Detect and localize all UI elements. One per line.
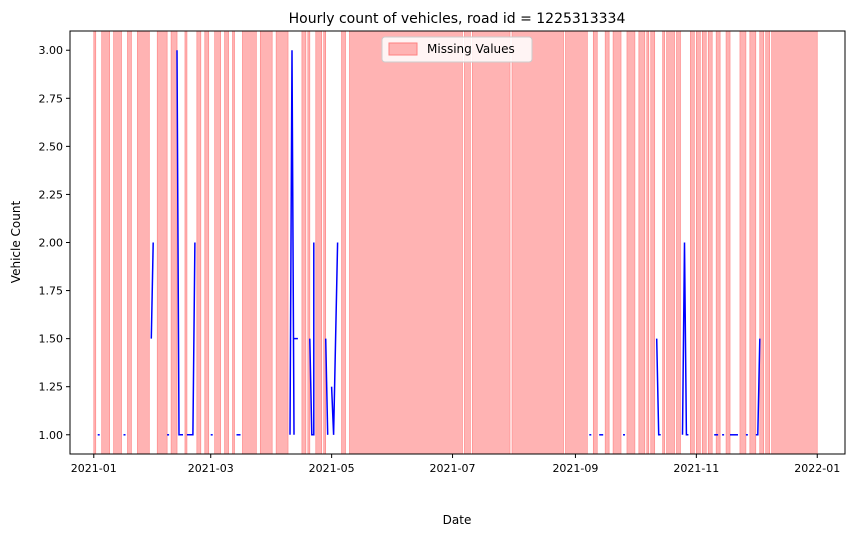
missing-band-35 xyxy=(676,30,681,455)
missing-band-24 xyxy=(511,30,564,455)
missing-band-28 xyxy=(612,30,622,455)
missing-band-18 xyxy=(315,30,323,455)
series-segment-5 xyxy=(186,242,196,436)
x-axis-ticks: 2021-01 2021-03 2021-05 2021-07 2021-09 2021-… xyxy=(71,454,840,475)
missing-band-45 xyxy=(765,30,770,455)
missing-band-37 xyxy=(696,30,701,455)
missing-band-46 xyxy=(771,30,818,455)
missing-band-19 xyxy=(323,30,326,455)
missing-band-6 xyxy=(170,30,178,455)
series-segment-12 xyxy=(330,242,339,435)
missing-band-21 xyxy=(349,30,463,455)
chart-title: Hourly count of vehicles, road id = 1225… xyxy=(289,11,626,27)
vehicle-count-lines xyxy=(97,50,761,436)
missing-band-30 xyxy=(638,30,646,455)
missing-band-38 xyxy=(701,30,707,455)
missing-band-23 xyxy=(472,30,511,455)
x-tick-label-0: 2021-01 xyxy=(71,462,117,475)
x-tick-label-1: 2021-03 xyxy=(188,462,234,475)
x-tick-label-6: 2022-01 xyxy=(794,462,840,475)
missing-band-42 xyxy=(739,30,747,455)
missing-band-10 xyxy=(214,30,221,455)
series-segment-17 xyxy=(681,242,689,436)
series-segment-22 xyxy=(755,338,761,436)
x-tick-label-4: 2021-09 xyxy=(552,462,598,475)
y-tick-label-1: 1.25 xyxy=(39,381,64,394)
missing-band-29 xyxy=(626,30,636,455)
missing-band-12 xyxy=(232,30,235,455)
missing-band-0 xyxy=(93,30,97,455)
x-tick-label-2: 2021-05 xyxy=(309,462,355,475)
missing-band-14 xyxy=(259,30,273,455)
y-axis-ticks: 1.00 1.25 1.50 1.75 2.00 2.25 2.50 2.75 3.00 xyxy=(39,44,70,442)
series-segment-11 xyxy=(324,338,329,435)
missing-band-13 xyxy=(242,30,257,455)
x-axis-label: Date xyxy=(443,513,472,527)
y-tick-label-7: 2.75 xyxy=(39,92,64,105)
missing-band-22 xyxy=(464,30,471,455)
missing-band-44 xyxy=(759,30,765,455)
missing-band-15 xyxy=(275,30,289,455)
missing-band-25 xyxy=(565,30,588,455)
missing-band-1 xyxy=(101,30,110,455)
missing-band-20 xyxy=(341,30,346,455)
missing-band-26 xyxy=(592,30,598,455)
missing-band-16 xyxy=(301,30,307,455)
missing-band-7 xyxy=(184,30,188,455)
y-tick-label-4: 2.00 xyxy=(39,237,64,250)
missing-band-34 xyxy=(666,30,675,455)
missing-band-3 xyxy=(127,30,132,455)
series-segment-2 xyxy=(150,242,154,339)
missing-values-bands xyxy=(93,30,818,455)
missing-band-31 xyxy=(646,30,650,455)
y-tick-label-0: 1.00 xyxy=(39,429,64,442)
missing-band-4 xyxy=(137,30,150,455)
series-segment-8 xyxy=(289,50,295,435)
missing-band-27 xyxy=(604,30,610,455)
legend: Missing Values xyxy=(381,36,533,63)
legend-box xyxy=(381,36,533,63)
series-segment-16 xyxy=(655,338,661,436)
missing-band-43 xyxy=(749,30,757,455)
y-tick-label-5: 2.25 xyxy=(39,188,64,201)
missing-band-17 xyxy=(307,30,311,455)
missing-band-5 xyxy=(156,30,168,455)
x-tick-label-3: 2021-07 xyxy=(430,462,476,475)
missing-band-11 xyxy=(224,30,229,455)
x-tick-label-5: 2021-11 xyxy=(673,462,719,475)
y-tick-label-6: 2.50 xyxy=(39,140,64,153)
series-segment-10 xyxy=(309,242,315,436)
y-axis-label: Vehicle Count xyxy=(9,201,23,284)
missing-band-39 xyxy=(707,30,713,455)
y-tick-label-2: 1.50 xyxy=(39,333,64,346)
y-tick-label-8: 3.00 xyxy=(39,44,64,57)
legend-label-missing: Missing Values xyxy=(427,42,515,56)
missing-band-33 xyxy=(662,30,665,455)
missing-band-32 xyxy=(650,30,656,455)
missing-band-40 xyxy=(715,30,721,455)
missing-band-2 xyxy=(113,30,122,455)
missing-band-36 xyxy=(690,30,695,455)
y-tick-label-3: 1.75 xyxy=(39,285,64,298)
series-segment-4 xyxy=(176,50,183,436)
missing-band-9 xyxy=(204,30,210,455)
missing-band-41 xyxy=(725,30,731,455)
legend-swatch-missing xyxy=(388,42,418,56)
missing-band-8 xyxy=(196,30,202,455)
